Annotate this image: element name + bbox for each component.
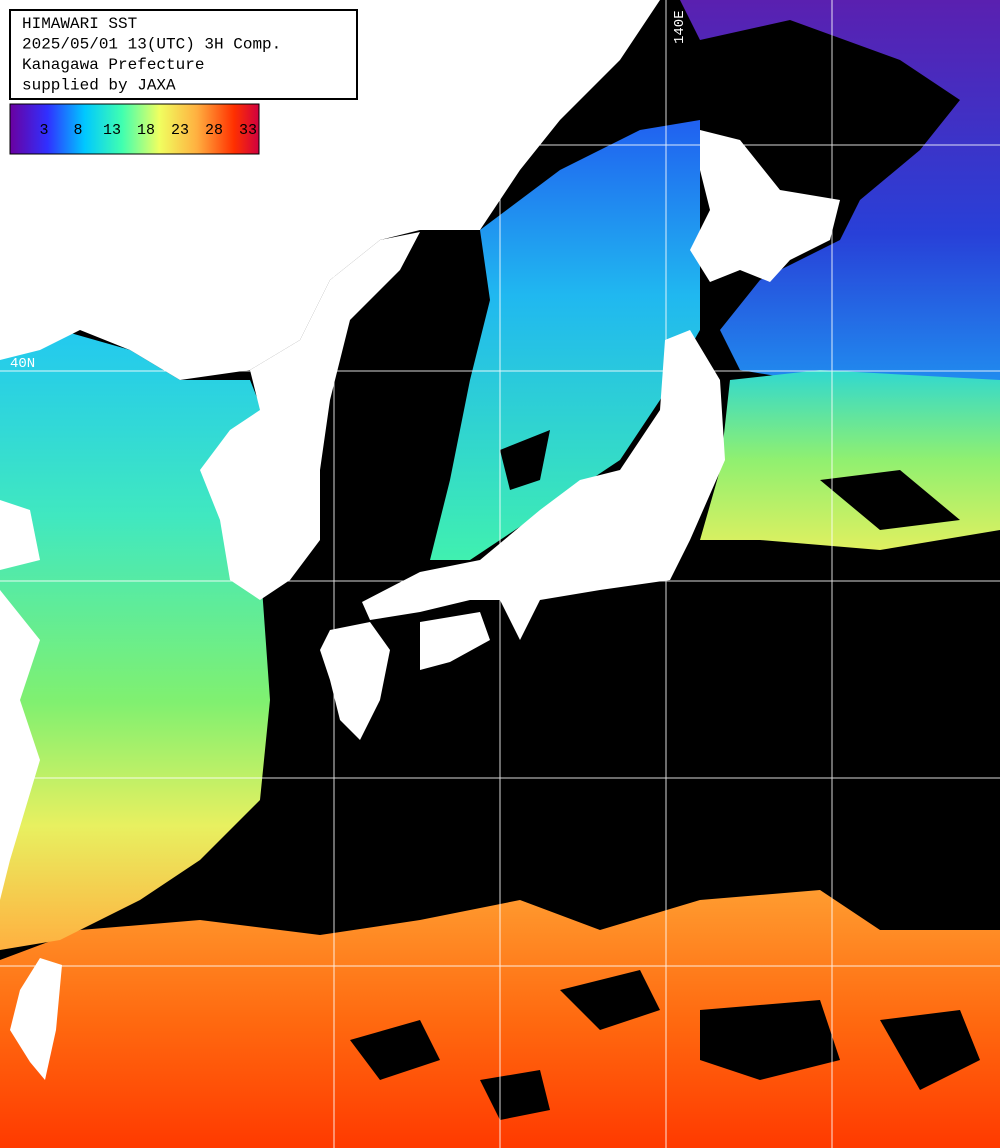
longitude-label: 140E bbox=[672, 10, 688, 44]
colorbar-label: 8 bbox=[73, 122, 82, 139]
colorbar-label: 28 bbox=[205, 122, 223, 139]
colorbar-label: 23 bbox=[171, 122, 189, 139]
colorbar-label: 3 bbox=[39, 122, 48, 139]
colorbar-label: 33 bbox=[239, 122, 257, 139]
east-china-sea bbox=[0, 330, 270, 950]
latitude-label: 40N bbox=[10, 356, 35, 372]
pacific-sea bbox=[700, 370, 1000, 550]
header-line: supplied by JAXA bbox=[22, 77, 176, 95]
header-box bbox=[9, 9, 358, 100]
cloud-patches bbox=[350, 430, 980, 1120]
header-line: HIMAWARI SST bbox=[22, 15, 137, 33]
sea-of-japan bbox=[430, 120, 700, 560]
header: HIMAWARI SST 2025/05/01 13(UTC) 3H Comp. K… bbox=[22, 15, 281, 95]
header-line: 2025/05/01 13(UTC) 3H Comp. bbox=[22, 36, 281, 54]
colorbar-label: 13 bbox=[103, 122, 121, 139]
colorbar-labels: 3 8 13 18 23 28 33 bbox=[39, 122, 257, 139]
colorbar bbox=[9, 103, 260, 155]
colorbar-label: 18 bbox=[137, 122, 155, 139]
okhotsk-sea bbox=[680, 0, 1000, 390]
header-line: Kanagawa Prefecture bbox=[22, 56, 204, 74]
